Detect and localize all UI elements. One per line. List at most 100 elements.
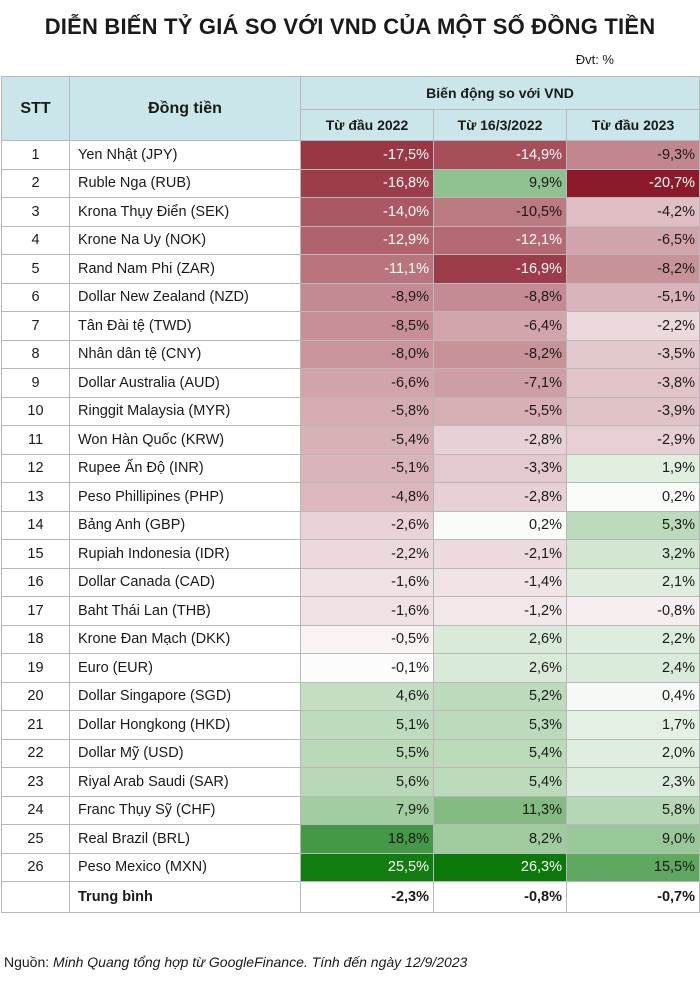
value-cell: 15,5% — [566, 852, 700, 882]
table-row: 25 Real Brazil (BRL) 18,8% 8,2% 9,0% — [1, 824, 700, 854]
currency-cell: Peso Mexico (MXN) — [69, 852, 301, 882]
currency-cell: Euro (EUR) — [69, 653, 301, 683]
value-cell: 5,1% — [300, 710, 434, 740]
table-row: 21 Dollar Hongkong (HKD) 5,1% 5,3% 1,7% — [1, 710, 700, 740]
table-body: 1 Yen Nhật (JPY) -17,5% -14,9% -9,3% 2 Ruble N… — [1, 140, 700, 882]
stt-cell: 24 — [1, 795, 70, 825]
value-cell: -10,5% — [433, 197, 567, 227]
value-cell: -2,8% — [433, 482, 567, 512]
value-cell: -3,5% — [566, 339, 700, 369]
stt-cell: 18 — [1, 624, 70, 654]
average-label: Trung bình — [69, 881, 301, 913]
currency-cell: Franc Thụy Sỹ (CHF) — [69, 795, 301, 825]
value-cell: 2,6% — [433, 624, 567, 654]
stt-cell: 17 — [1, 596, 70, 626]
value-cell: -5,1% — [300, 453, 434, 483]
currency-cell: Rand Nam Phi (ZAR) — [69, 254, 301, 284]
value-cell: 26,3% — [433, 852, 567, 882]
value-cell: -0,8% — [566, 596, 700, 626]
currency-cell: Dollar Hongkong (HKD) — [69, 710, 301, 740]
average-stt-cell — [1, 881, 70, 913]
value-cell: 11,3% — [433, 795, 567, 825]
value-cell: -0,1% — [300, 653, 434, 683]
value-cell: -17,5% — [300, 140, 434, 170]
table-row: 9 Dollar Australia (AUD) -6,6% -7,1% -3,8% — [1, 368, 700, 398]
value-cell: 4,6% — [300, 681, 434, 711]
currency-cell: Dollar New Zealand (NZD) — [69, 282, 301, 312]
value-cell: -1,4% — [433, 567, 567, 597]
page-title: DIỄN BIẾN TỶ GIÁ SO VỚI VND CỦA MỘT SỐ Đ… — [44, 14, 656, 39]
table-row: 23 Riyal Arab Saudi (SAR) 5,6% 5,4% 2,3% — [1, 767, 700, 797]
currency-cell: Krona Thụy Điển (SEK) — [69, 197, 301, 227]
unit-label: Đvt: % — [575, 52, 614, 67]
currency-cell: Ruble Nga (RUB) — [69, 168, 301, 198]
value-cell: 5,5% — [300, 738, 434, 768]
currency-cell: Peso Phillipines (PHP) — [69, 482, 301, 512]
table-row: 18 Krone Đan Mạch (DKK) -0,5% 2,6% 2,2% — [1, 624, 700, 654]
stt-cell: 13 — [1, 482, 70, 512]
stt-cell: 26 — [1, 852, 70, 882]
value-cell: -0,5% — [300, 624, 434, 654]
table-row: 22 Dollar Mỹ (USD) 5,5% 5,4% 2,0% — [1, 738, 700, 768]
source-text: Minh Quang tổng hợp từ GoogleFinance. Tí… — [53, 954, 468, 970]
stt-cell: 1 — [1, 140, 70, 170]
value-cell: -12,9% — [300, 225, 434, 255]
stt-cell: 23 — [1, 767, 70, 797]
value-cell: -20,7% — [566, 168, 700, 198]
value-cell: -2,2% — [300, 539, 434, 569]
value-cell: -8,0% — [300, 339, 434, 369]
table-row: 19 Euro (EUR) -0,1% 2,6% 2,4% — [1, 653, 700, 683]
value-cell: -3,9% — [566, 396, 700, 426]
value-cell: 5,4% — [433, 738, 567, 768]
value-cell: 5,3% — [433, 710, 567, 740]
average-value: -0,8% — [433, 881, 567, 913]
value-cell: -8,5% — [300, 311, 434, 341]
value-cell: 0,2% — [566, 482, 700, 512]
value-cell: -9,3% — [566, 140, 700, 170]
currency-cell: Krone Đan Mạch (DKK) — [69, 624, 301, 654]
table-row: 10 Ringgit Malaysia (MYR) -5,8% -5,5% -3,9% — [1, 396, 700, 426]
value-cell: -1,6% — [300, 596, 434, 626]
value-cell: 2,4% — [566, 653, 700, 683]
stt-cell: 7 — [1, 311, 70, 341]
value-cell: 2,1% — [566, 567, 700, 597]
table-row: 12 Rupee Ấn Độ (INR) -5,1% -3,3% 1,9% — [1, 453, 700, 483]
table-row: 13 Peso Phillipines (PHP) -4,8% -2,8% 0,2% — [1, 482, 700, 512]
value-cell: -8,9% — [300, 282, 434, 312]
value-cell: 5,4% — [433, 767, 567, 797]
stt-cell: 15 — [1, 539, 70, 569]
stt-cell: 22 — [1, 738, 70, 768]
value-cell: 5,8% — [566, 795, 700, 825]
value-cell: -8,2% — [566, 254, 700, 284]
table-row: 7 Tân Đài tệ (TWD) -8,5% -6,4% -2,2% — [1, 311, 700, 341]
currency-cell: Krone Na Uy (NOK) — [69, 225, 301, 255]
value-cell: -2,6% — [300, 510, 434, 540]
value-cell: -11,1% — [300, 254, 434, 284]
currency-cell: Yen Nhật (JPY) — [69, 140, 301, 170]
average-row: Trung bình -2,3% -0,8% -0,7% — [1, 881, 700, 913]
value-cell: -2,8% — [433, 425, 567, 455]
stt-cell: 10 — [1, 396, 70, 426]
stt-cell: 25 — [1, 824, 70, 854]
currency-cell: Real Brazil (BRL) — [69, 824, 301, 854]
table-row: 14 Bảng Anh (GBP) -2,6% 0,2% 5,3% — [1, 510, 700, 540]
value-cell: 18,8% — [300, 824, 434, 854]
value-cell: -3,8% — [566, 368, 700, 398]
average-value: -0,7% — [566, 881, 700, 913]
table-row: 11 Won Hàn Quốc (KRW) -5,4% -2,8% -2,9% — [1, 425, 700, 455]
value-cell: 5,3% — [566, 510, 700, 540]
currency-cell: Dollar Singapore (SGD) — [69, 681, 301, 711]
currency-cell: Bảng Anh (GBP) — [69, 510, 301, 540]
currency-cell: Dollar Canada (CAD) — [69, 567, 301, 597]
stt-cell: 21 — [1, 710, 70, 740]
value-cell: 1,7% — [566, 710, 700, 740]
value-cell: 7,9% — [300, 795, 434, 825]
value-cell: 2,0% — [566, 738, 700, 768]
stt-header: STT — [1, 76, 70, 141]
stt-cell: 9 — [1, 368, 70, 398]
stt-cell: 12 — [1, 453, 70, 483]
table-row: 6 Dollar New Zealand (NZD) -8,9% -8,8% -5,1% — [1, 282, 700, 312]
value-cell: -6,6% — [300, 368, 434, 398]
value-cell: 2,2% — [566, 624, 700, 654]
stt-cell: 4 — [1, 225, 70, 255]
